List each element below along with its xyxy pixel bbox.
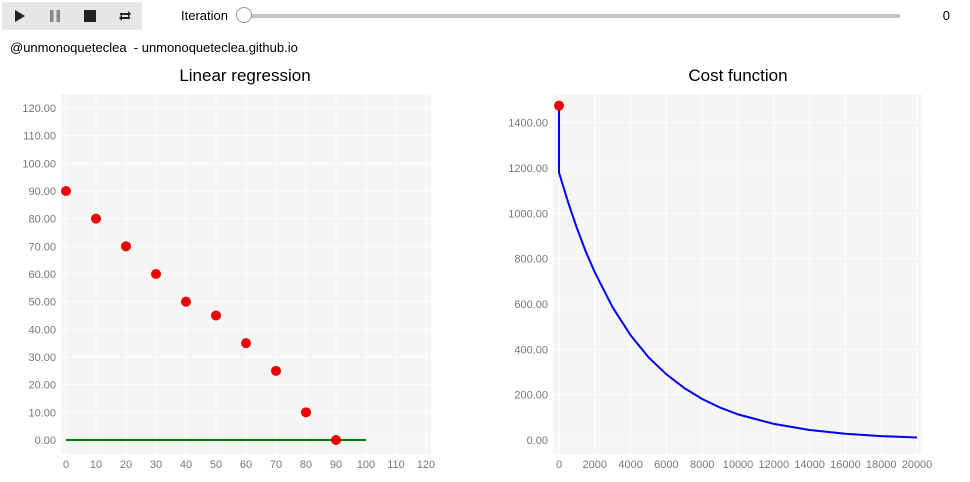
regression-x-tick-label: 90 xyxy=(330,459,342,471)
data-point xyxy=(211,310,221,321)
repeat-button[interactable] xyxy=(107,2,142,30)
data-point xyxy=(271,365,281,376)
data-point xyxy=(241,338,251,349)
regression-x-tick-label: 20 xyxy=(120,459,132,471)
cost-curve xyxy=(558,105,918,439)
data-point xyxy=(301,407,311,418)
pause-button[interactable] xyxy=(37,2,72,30)
data-point xyxy=(61,186,71,196)
playback-toolbar xyxy=(2,2,142,30)
regression-x-tick-label: 50 xyxy=(210,459,222,471)
regression-x-tick-label: 40 xyxy=(180,459,192,471)
cost-x-tick-label: 20000 xyxy=(902,459,933,471)
cost-y-tick-label: 1000.00 xyxy=(508,208,548,220)
linear-regression-title: Linear regression xyxy=(179,66,311,85)
regression-y-tick-label: 0.00 xyxy=(35,435,56,447)
regression-y-tick-label: 60.00 xyxy=(28,269,56,281)
cost-y-tick-label: 600.00 xyxy=(514,299,548,311)
regression-x-tick-label: 70 xyxy=(270,459,282,471)
play-icon xyxy=(14,10,25,22)
regression-x-tick-label: 110 xyxy=(387,459,405,471)
repeat-icon xyxy=(118,11,131,21)
regression-y-tick-label: 70.00 xyxy=(28,241,56,253)
cost-function-title: Cost function xyxy=(688,66,788,85)
iteration-value: 0 xyxy=(942,8,950,23)
regression-x-tick-label: 100 xyxy=(357,459,375,471)
regression-y-tick-label: 50.00 xyxy=(28,297,56,309)
regression-x-tick-label: 0 xyxy=(63,459,69,471)
slider-track xyxy=(242,14,900,18)
data-point xyxy=(331,435,341,445)
cost-x-tick-label: 16000 xyxy=(830,459,861,471)
cost-x-tick-label: 6000 xyxy=(654,459,678,471)
regression-y-tick-label: 120.00 xyxy=(22,103,56,115)
regression-y-tick-label: 10.00 xyxy=(28,407,56,419)
regression-x-tick-label: 30 xyxy=(150,459,162,471)
regression-y-tick-label: 80.00 xyxy=(28,214,56,226)
cost-y-tick-label: 0.00 xyxy=(527,435,548,447)
regression-y-tick-label: 110.00 xyxy=(23,131,56,143)
cost-current-point xyxy=(554,100,564,111)
slider-thumb[interactable] xyxy=(236,7,252,23)
stop-button[interactable] xyxy=(72,2,107,30)
cost-x-tick-label: 0 xyxy=(556,459,562,471)
cost-y-tick-label: 200.00 xyxy=(514,390,548,402)
data-point xyxy=(91,213,101,224)
cost-y-tick-label: 1400.00 xyxy=(508,118,548,130)
cost-y-tick-label: 1200.00 xyxy=(508,163,548,175)
iteration-label: Iteration xyxy=(181,8,228,23)
cost-y-tick-label: 400.00 xyxy=(514,344,548,356)
regression-y-tick-label: 20.00 xyxy=(28,380,56,392)
cost-x-tick-label: 2000 xyxy=(583,459,607,471)
regression-x-tick-label: 60 xyxy=(240,459,252,471)
cost-x-tick-label: 14000 xyxy=(794,459,825,471)
credit-text: @unmonoqueteclea - unmonoqueteclea.githu… xyxy=(10,40,298,55)
data-point xyxy=(151,269,161,279)
regression-y-tick-label: 30.00 xyxy=(28,352,56,364)
play-button[interactable] xyxy=(2,2,37,30)
regression-x-tick-label: 120 xyxy=(417,459,435,471)
cost-x-tick-label: 4000 xyxy=(618,459,642,471)
regression-y-tick-label: 90.00 xyxy=(28,186,56,198)
regression-x-tick-label: 10 xyxy=(90,459,102,471)
regression-x-tick-label: 80 xyxy=(300,459,312,471)
cost-x-tick-label: 12000 xyxy=(759,459,790,471)
regression-y-tick-label: 40.00 xyxy=(28,324,56,336)
data-point xyxy=(181,296,191,307)
iteration-slider[interactable] xyxy=(236,6,906,26)
regression-y-tick-label: 100.00 xyxy=(22,158,56,170)
stop-icon xyxy=(83,10,96,22)
cost-x-tick-label: 10000 xyxy=(723,459,754,471)
cost-y-tick-label: 800.00 xyxy=(514,254,548,266)
pause-icon xyxy=(49,10,60,22)
data-point xyxy=(121,241,131,252)
cost-x-tick-label: 18000 xyxy=(866,459,897,471)
cost-x-tick-label: 8000 xyxy=(690,459,714,471)
